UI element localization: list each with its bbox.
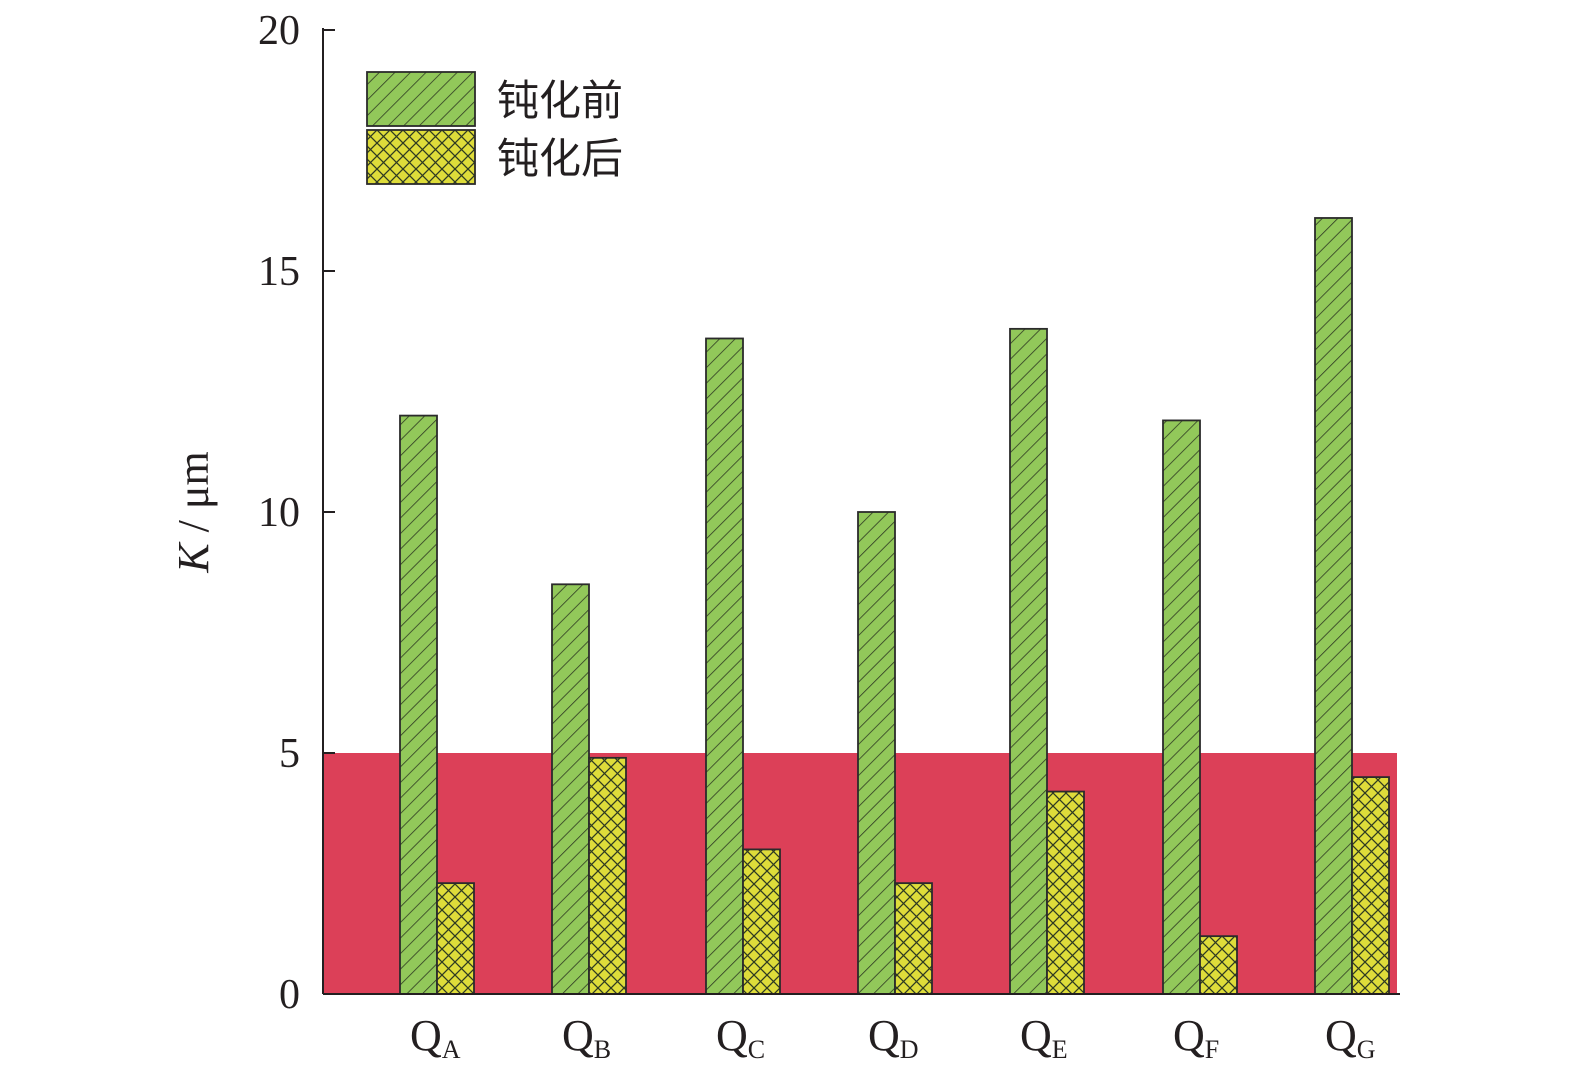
bar-series-2-D [894,882,933,995]
x-tick-label: QC [716,1011,765,1064]
y-tick-label: 10 [258,490,300,536]
bar-series-2-C [742,848,781,995]
bar-series-1-F [1162,419,1201,995]
y-tick-label: 5 [279,731,300,777]
x-tick-label: QD [868,1011,919,1064]
y-tick-label: 20 [258,8,300,54]
x-tick-label: QG [1325,1011,1376,1064]
legend-swatch-2 [366,129,476,185]
x-tick-label: QE [1020,1011,1068,1064]
bar-series-2-E [1046,790,1085,995]
y-axis-label: K / μm [169,451,218,573]
bar-series-2-A [436,882,475,995]
bar-series-1-A [399,414,438,995]
x-tick-label: QA [410,1011,461,1064]
y-tick-label: 0 [279,972,300,1018]
bar-series-2-F [1199,935,1238,995]
legend-label-1: 钝化前 [497,76,623,125]
legend-swatch-1 [366,71,476,127]
x-tick-label: QB [562,1011,611,1064]
bar-series-1-G [1314,217,1353,995]
bar-series-2-B [588,756,627,995]
x-tick-label: QF [1173,1011,1219,1064]
legend-label-2: 钝化后 [497,134,623,183]
y-tick-label: 15 [258,249,300,295]
bar-series-1-C [705,337,744,995]
bar-series-2-G [1351,776,1390,995]
bar-series-1-E [1009,327,1048,995]
bar-series-1-B [551,583,590,995]
bar-series-1-D [857,511,896,995]
